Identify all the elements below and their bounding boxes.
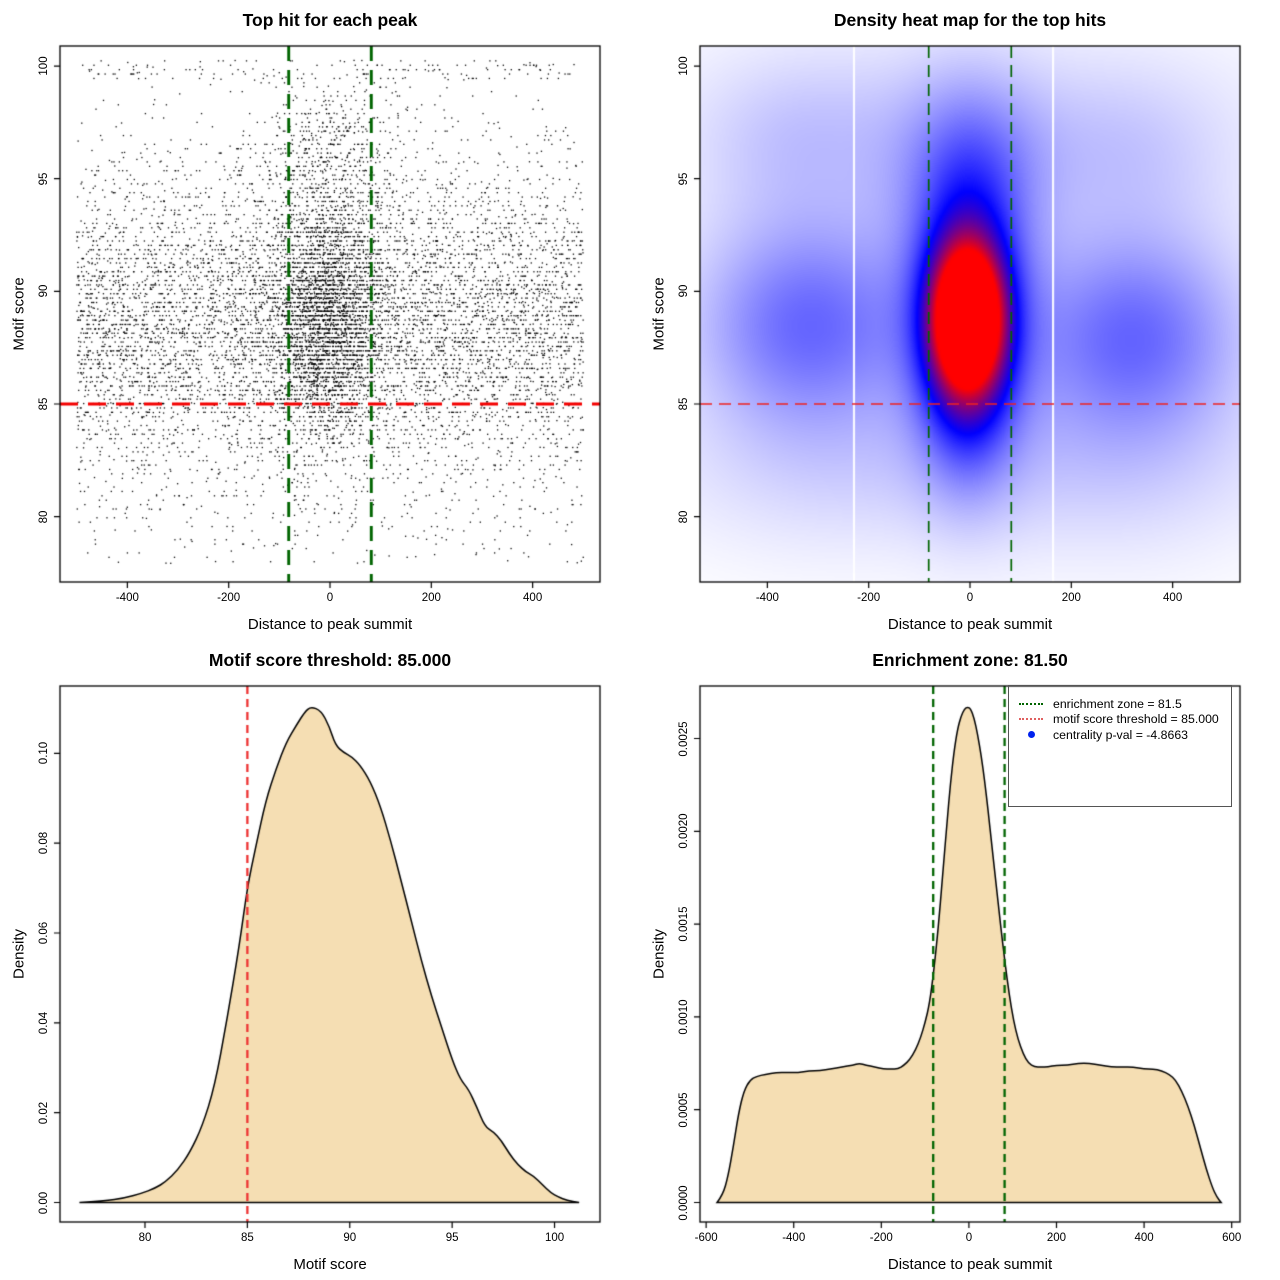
x-tick-label: 0 [326, 592, 334, 604]
x-axis-label: Distance to peak summit [247, 616, 413, 633]
x-tick-label: 100 [544, 1232, 565, 1244]
chart-title: Enrichment zone: 81.50 [872, 650, 1068, 670]
y-tick-label: 0.04 [38, 1011, 50, 1035]
motif-score-density-canvas [0, 640, 640, 1280]
y-tick-label: 80 [678, 510, 690, 524]
x-tick-label: -400 [755, 592, 779, 604]
legend-item: centrality p-val = -4.8663 [1018, 727, 1231, 743]
y-tick-label: 0.0025 [678, 720, 690, 757]
y-tick-label: 95 [678, 172, 690, 186]
x-tick-label: 200 [1046, 1232, 1067, 1244]
legend-swatch-shape [1019, 702, 1043, 705]
x-tick-label: 90 [343, 1232, 357, 1244]
x-tick-label: 0 [965, 1232, 973, 1244]
y-tick-label: 80 [38, 510, 50, 524]
y-axis-label: Motif score [10, 277, 28, 351]
legend-item: enrichment zone = 81.5 [1018, 696, 1231, 712]
x-tick-label: 95 [445, 1232, 459, 1244]
x-tick-label: -200 [217, 592, 241, 604]
y-tick-label: 85 [38, 397, 50, 411]
y-tick-label: 90 [678, 284, 690, 298]
y-axis-label: Density [650, 928, 668, 980]
y-tick-label: 0.0000 [678, 1184, 690, 1221]
legend-item-label: motif score threshold = 85.000 [1053, 712, 1219, 727]
x-tick-label: 400 [523, 592, 543, 604]
x-tick-label: 600 [1222, 1232, 1242, 1244]
x-tick-label: -200 [857, 592, 881, 604]
legend-item: motif score threshold = 85.000 [1018, 712, 1231, 728]
y-tick-label: 0.00 [38, 1191, 50, 1214]
x-tick-label: 85 [240, 1232, 254, 1244]
chart-title: Density heat map for the top hits [833, 10, 1107, 30]
panel-top-hit-scatter: Top hit for each peak Distance to peak s… [0, 0, 640, 640]
y-tick-label: 0.0005 [678, 1092, 690, 1128]
legend-dotted-line-icon [1018, 702, 1044, 705]
y-tick-label: 0.08 [38, 831, 50, 855]
y-axis-label: Motif score [650, 277, 668, 351]
x-tick-label: -200 [869, 1232, 893, 1244]
y-tick-label: 0.02 [38, 1101, 50, 1124]
y-tick-label: 100 [38, 56, 50, 76]
y-tick-label: 90 [38, 284, 50, 298]
legend-item-label: enrichment zone = 81.5 [1053, 696, 1182, 711]
x-axis-label: Motif score [293, 1256, 367, 1273]
legend-swatch-shape [1019, 718, 1043, 721]
distance-density-canvas [640, 640, 1280, 1280]
x-tick-label: 0 [966, 592, 974, 604]
x-tick-label: -600 [694, 1232, 718, 1244]
y-tick-label: 0.0020 [678, 813, 690, 849]
scatter-canvas [0, 0, 640, 640]
y-tick-label: 0.06 [38, 921, 50, 945]
chart-title: Top hit for each peak [242, 10, 418, 30]
y-tick-label: 100 [678, 56, 690, 76]
y-tick-label: 95 [38, 172, 50, 186]
panel-motif-score-density: Motif score threshold: 85.000 Motif scor… [0, 640, 640, 1280]
legend-item-label: centrality p-val = -4.8663 [1053, 727, 1188, 742]
y-tick-label: 85 [678, 397, 690, 411]
x-tick-label: 80 [138, 1232, 152, 1244]
y-tick-label: 0.0010 [678, 999, 690, 1035]
x-tick-label: 400 [1134, 1232, 1154, 1244]
panel-distance-density: Enrichment zone: 81.50 Distance to peak … [640, 640, 1280, 1280]
x-tick-label: -400 [115, 592, 139, 604]
x-axis-label: Distance to peak summit [887, 1256, 1053, 1273]
x-tick-label: 400 [1163, 592, 1183, 604]
y-tick-label: 0.0015 [678, 906, 690, 942]
y-axis-label: Density [10, 928, 28, 980]
x-tick-label: 200 [421, 592, 441, 604]
x-axis-label: Distance to peak summit [887, 616, 1053, 633]
heatmap-canvas [640, 0, 1280, 640]
legend-dotted-line-icon [1018, 718, 1044, 721]
y-tick-label: 0.10 [38, 742, 50, 765]
plot-legend: enrichment zone = 81.5 motif score thresh… [1008, 685, 1232, 807]
x-tick-label: -400 [782, 1232, 806, 1244]
chart-title: Motif score threshold: 85.000 [208, 650, 452, 670]
x-tick-label: 200 [1061, 592, 1081, 604]
legend-swatch-shape [1027, 731, 1035, 739]
panel-density-heatmap: Density heat map for the top hits Distan… [640, 0, 1280, 640]
legend-dot-icon [1018, 731, 1044, 739]
